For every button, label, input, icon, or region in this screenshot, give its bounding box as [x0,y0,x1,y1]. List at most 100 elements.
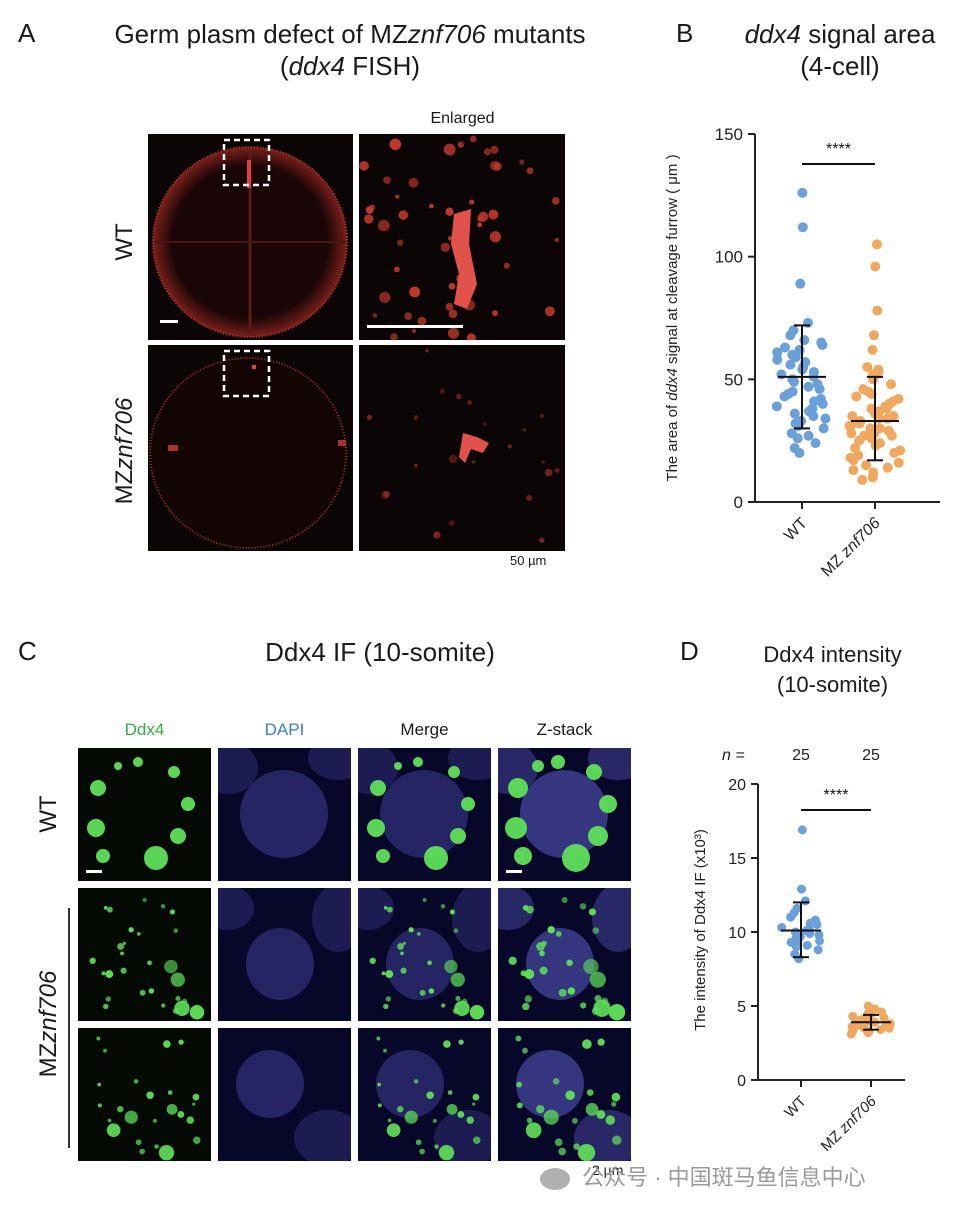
germ-granule [383,1003,389,1010]
fish-spot [488,209,499,220]
germ-granule [551,755,565,769]
germ-granule [128,927,134,933]
germ-granule [376,849,390,863]
germ-granule [173,928,179,934]
data-point [870,261,881,272]
scale-label-c: 2 µm [592,1162,624,1178]
germ-granule [385,996,391,1002]
nucleus [520,770,608,858]
fish-spot [364,214,374,224]
data-point [882,462,893,473]
data-point [797,187,808,198]
germ-granule [434,1144,439,1149]
y-tick-label: 0 [737,1073,746,1090]
germ-granule [397,943,404,950]
nucleus [240,770,328,858]
fish-spot [390,333,398,340]
germ-granule [579,903,587,910]
data-point [888,411,899,422]
if-image-r2-c2 [358,1028,491,1161]
germ-granule [394,762,402,770]
germ-granule [96,1036,101,1041]
fish-spot [544,468,553,477]
germ-granule [448,766,460,778]
germ-granule [592,927,600,935]
panel-a-title: Germ plasm defect of MZznf706 mutants (d… [114,19,586,81]
n-label: n = [722,747,745,764]
germ-granule [413,757,423,767]
scale-bar [506,870,522,873]
fish-spot [490,161,500,171]
fish-spot [507,444,513,449]
scale-label-a: 50 µm [510,553,547,568]
data-point [810,438,821,449]
data-point [848,465,859,476]
data-point [787,386,798,397]
germ-granule [160,904,166,909]
germ-granule [561,897,568,903]
germ-granule [103,905,108,910]
germ-granule [453,928,459,934]
germ-granule [177,1111,185,1118]
data-point [816,337,827,348]
germ-granule [611,1101,617,1107]
y-tick-label: 150 [715,125,743,144]
germ-granule [547,926,555,934]
data-point [877,1007,887,1017]
germ-plasm-signal [451,209,477,309]
germ-granule [377,1082,381,1087]
nucleus [498,888,534,930]
if-svg [358,1028,491,1161]
germ-granule [367,819,385,837]
germ-granule [466,1116,475,1124]
wechat-icon [540,1168,570,1191]
fish-spot [457,141,464,148]
fish-spot [471,459,476,464]
germ-granule [588,908,597,916]
data-point [850,443,861,454]
nucleus [358,888,394,930]
fish-spot [482,422,487,426]
germ-granule [146,1091,154,1099]
fish-spot [425,348,429,353]
data-point [776,369,787,380]
germ-granule [419,1148,425,1155]
data-point [874,423,885,434]
germ-granule [514,847,532,865]
germ-granule [594,994,602,1003]
fish-spot [466,333,476,340]
y-tick-label: 0 [734,493,743,512]
germ-granule [449,909,456,915]
data-point [863,1001,873,1011]
germ-granule [588,826,608,846]
germ-granule [106,906,113,913]
nucleus [380,770,468,858]
fish-spot [409,286,421,298]
fish-spot [477,222,483,228]
germ-granule [444,959,458,974]
data-point [872,305,883,316]
germ-granule [122,941,126,946]
fish-spot [445,207,454,216]
germ-granule [139,1148,145,1155]
germ-granule [415,1139,422,1146]
mut-rows-bracket [68,908,70,1148]
data-point [789,408,800,419]
if-image-r0-c1 [218,748,351,881]
germ-granule [426,1091,434,1099]
data-point [799,335,810,346]
germ-granule [562,844,590,872]
germ-granule [612,1135,622,1145]
nucleus [386,928,454,1000]
panel-d-letter: D [680,636,699,666]
if-image-r1-c2 [358,888,491,1021]
germ-granule [455,995,461,1002]
fish-spot [445,302,454,311]
germ-granule [192,1102,196,1106]
fish-spot [448,520,455,526]
if-image-r0-c3 [498,748,631,881]
germ-granule [124,1110,138,1124]
germ-granule [432,1118,437,1123]
if-svg [358,888,491,1021]
germ-granule [508,778,528,798]
